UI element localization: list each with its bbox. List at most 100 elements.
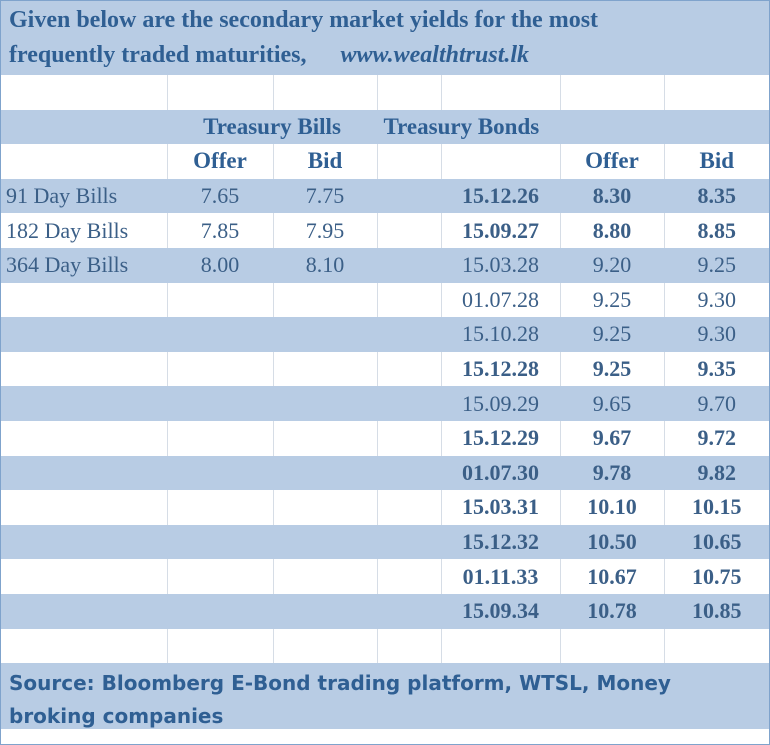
bill-bid-cell: 7.75: [273, 178, 378, 214]
empty-cell: [1, 490, 168, 525]
table-row: 15.12.32 10.50 10.65: [1, 524, 769, 560]
empty-cell: [1, 351, 168, 387]
empty-cell: [377, 351, 442, 387]
empty-cell: [273, 490, 378, 525]
bond-maturity-cell: 15.12.28: [441, 351, 561, 387]
empty-cell: [167, 490, 274, 525]
bond-offer-cell: 8.30: [560, 178, 665, 214]
empty-cell: [167, 386, 274, 421]
empty-cell: [273, 455, 378, 491]
table-row: 01.07.28 9.25 9.30: [1, 282, 769, 318]
bill-offer-cell: 7.85: [167, 213, 274, 248]
empty-cell: [377, 490, 442, 525]
table-row: 01.11.33 10.67 10.75: [1, 559, 769, 594]
empty-cell: [377, 420, 442, 456]
source-footer: Source: Bloomberg E-Bond trading platfor…: [1, 663, 769, 730]
table-row: 91 Day Bills 7.65 7.75 15.12.26 8.30 8.35: [1, 178, 769, 214]
empty-cell: [273, 351, 378, 387]
empty-cell: [377, 282, 442, 318]
bond-maturity-cell: 15.09.29: [441, 386, 561, 421]
bond-bid-cell: 9.30: [664, 317, 769, 352]
yields-table-body: Treasury Bills Treasury Bonds Offer Bid …: [1, 75, 769, 664]
empty-cell: [1, 593, 168, 629]
bond-bid-cell: 10.65: [664, 524, 769, 560]
bond-bid-cell: 8.35: [664, 178, 769, 214]
bond-offer-cell: 10.50: [560, 524, 665, 560]
bond-maturity-cell: 15.12.26: [441, 178, 561, 214]
website-url: www.wealthtrust.lk: [340, 42, 530, 68]
bond-bid-cell: 9.72: [664, 420, 769, 456]
bonds-bid-header: Bid: [664, 144, 769, 179]
empty-cell: [1, 282, 168, 318]
empty-cell: [1, 455, 168, 491]
empty-cell: [1, 559, 168, 594]
bond-maturity-cell: 15.12.29: [441, 420, 561, 456]
bond-bid-cell: 10.75: [664, 559, 769, 594]
bond-bid-cell: 10.15: [664, 490, 769, 525]
table-row: 15.12.29 9.67 9.72: [1, 420, 769, 456]
bill-name-cell: 91 Day Bills: [1, 178, 168, 214]
bond-maturity-cell: 15.12.32: [441, 524, 561, 560]
bond-maturity-cell: 15.03.31: [441, 490, 561, 525]
empty-cell: [1, 317, 168, 352]
bond-bid-cell: 9.82: [664, 455, 769, 491]
empty-cell: [167, 420, 274, 456]
bills-offer-header: Offer: [167, 144, 274, 179]
table-row: 15.09.34 10.78 10.85: [1, 593, 769, 629]
empty-cell: [377, 455, 442, 491]
spacer-row: [1, 628, 769, 664]
bond-offer-cell: 10.78: [560, 593, 665, 629]
bond-maturity-cell: 15.10.28: [441, 317, 561, 352]
empty-cell: [273, 593, 378, 629]
empty-cell: [167, 524, 274, 560]
empty-cell: [167, 559, 274, 594]
bond-bid-cell: 10.85: [664, 593, 769, 629]
bond-maturity-cell: 15.09.27: [441, 213, 561, 248]
header-block: Given below are the secondary market yie…: [1, 1, 769, 75]
empty-cell: [273, 559, 378, 594]
empty-cell: [167, 317, 274, 352]
empty-cell: [273, 317, 378, 352]
table-row: 15.12.28 9.25 9.35: [1, 351, 769, 387]
empty-cell: [377, 178, 442, 214]
bond-maturity-cell: 01.07.28: [441, 282, 561, 318]
empty-cell: [377, 524, 442, 560]
table-row: 364 Day Bills 8.00 8.10 15.03.28 9.20 9.25: [1, 247, 769, 283]
empty-cell: [167, 351, 274, 387]
spacer-row: [1, 75, 769, 110]
bond-offer-cell: 9.65: [560, 386, 665, 421]
bond-bid-cell: 9.30: [664, 282, 769, 318]
bond-maturity-cell: 01.11.33: [441, 559, 561, 594]
bills-bid-header: Bid: [273, 144, 378, 179]
bill-name-cell: 364 Day Bills: [1, 247, 168, 283]
empty-cell: [377, 559, 442, 594]
bill-bid-cell: 7.95: [273, 213, 378, 248]
bond-offer-cell: 9.67: [560, 420, 665, 456]
bond-maturity-cell: 01.07.30: [441, 455, 561, 491]
header-line-2-text: frequently traded maturities,: [9, 42, 307, 68]
empty-cell: [273, 282, 378, 318]
empty-cell: [377, 593, 442, 629]
bill-offer-cell: 7.65: [167, 178, 274, 214]
table-row: 15.10.28 9.25 9.30: [1, 317, 769, 352]
column-header-row: Offer Bid Offer Bid: [1, 144, 769, 179]
header-line-1: Given below are the secondary market yie…: [9, 7, 599, 33]
empty-cell: [273, 420, 378, 456]
empty-cell: [377, 213, 442, 248]
bonds-offer-header: Offer: [560, 144, 665, 179]
bond-maturity-cell: 15.09.34: [441, 593, 561, 629]
treasury-bills-heading: Treasury Bills: [167, 109, 378, 145]
header-line-2: frequently traded maturities, www.wealtht…: [9, 38, 761, 73]
empty-cell: [167, 455, 274, 491]
table-row: 182 Day Bills 7.85 7.95 15.09.27 8.80 8.85: [1, 213, 769, 248]
bond-offer-cell: 10.10: [560, 490, 665, 525]
bond-offer-cell: 9.25: [560, 317, 665, 352]
bond-offer-cell: 9.25: [560, 351, 665, 387]
bond-maturity-cell: 15.03.28: [441, 247, 561, 283]
bond-bid-cell: 9.35: [664, 351, 769, 387]
empty-cell: [1, 524, 168, 560]
empty-cell: [273, 386, 378, 421]
bond-offer-cell: 8.80: [560, 213, 665, 248]
empty-cell: [1, 420, 168, 456]
